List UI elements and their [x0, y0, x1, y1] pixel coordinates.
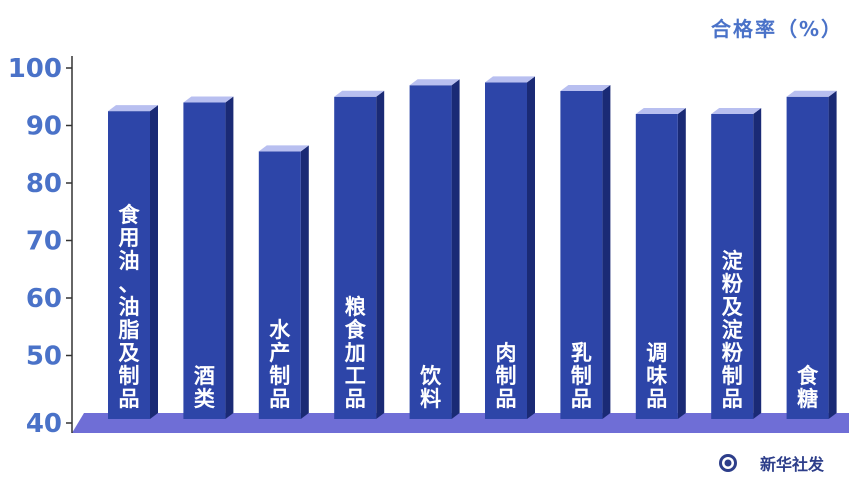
bar — [711, 114, 754, 419]
bar-top — [258, 145, 309, 152]
y-tick-label: 90 — [26, 112, 62, 142]
bar — [560, 91, 603, 419]
bar-group: 食糖 — [786, 90, 837, 419]
category-label: 淀粉及淀粉制品 — [722, 249, 744, 411]
bar-group: 饮料 — [409, 79, 460, 419]
bar-top — [334, 90, 385, 97]
bar-top — [108, 105, 158, 112]
bar — [786, 96, 829, 419]
bar-group: 肉制品 — [485, 76, 535, 419]
bar-top — [409, 79, 460, 86]
bar-side — [828, 90, 837, 419]
bar-side — [150, 105, 158, 419]
bar-side — [602, 85, 611, 419]
bar — [258, 151, 301, 419]
bar-top — [560, 85, 611, 91]
bar-group: 乳制品 — [560, 85, 611, 419]
y-tick-label: 40 — [26, 409, 62, 439]
bar-side — [677, 108, 686, 419]
bar-group: 淀粉及淀粉制品 — [711, 108, 762, 419]
bar-side — [225, 96, 234, 419]
category-label: 水产制品 — [269, 318, 291, 411]
y-tick-label: 50 — [26, 342, 62, 372]
bar — [485, 82, 527, 419]
category-label: 肉制品 — [496, 341, 517, 411]
bar-group: 水产制品 — [258, 145, 309, 419]
bar — [409, 85, 452, 419]
bar-side — [376, 90, 385, 419]
bar-side — [527, 76, 535, 419]
bar-group: 食用油、油脂及制品 — [108, 105, 158, 419]
xinhua-logo-icon — [719, 454, 737, 472]
bar-top — [485, 76, 535, 83]
bar-top — [786, 90, 837, 97]
bar — [108, 111, 150, 419]
bar-top — [711, 108, 762, 114]
bar — [334, 96, 377, 419]
category-label: 调味品 — [646, 341, 667, 411]
category-label: 食用油、油脂及制品 — [119, 203, 141, 411]
category-label: 酒类 — [194, 364, 216, 411]
category-label: 粮食加工品 — [344, 295, 367, 411]
bar-side — [451, 79, 460, 419]
bar-group: 调味品 — [635, 108, 686, 419]
y-tick-label: 80 — [26, 169, 62, 199]
bar-group: 酒类 — [183, 96, 234, 419]
bar — [183, 102, 226, 419]
bar-side — [753, 108, 762, 419]
bar-top — [183, 96, 234, 103]
category-label: 饮料 — [419, 364, 442, 411]
y-tick-label: 60 — [26, 284, 62, 314]
category-label: 食糖 — [797, 364, 819, 411]
bar-group: 粮食加工品 — [334, 90, 385, 419]
category-label: 乳制品 — [571, 341, 592, 411]
y-tick-label: 70 — [26, 227, 62, 257]
bar — [635, 114, 678, 419]
y-axis-label: 合格率（%） — [711, 17, 843, 41]
bar-side — [300, 145, 309, 419]
bar-top — [635, 108, 686, 114]
y-tick-label: 100 — [8, 54, 62, 84]
credit-text: 新华社发 — [760, 455, 825, 474]
